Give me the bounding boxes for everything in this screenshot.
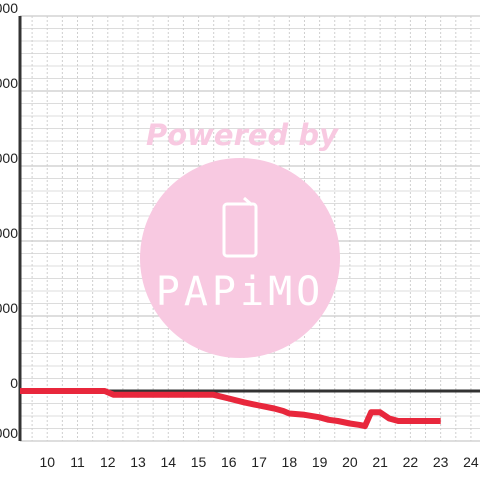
- phone-icon: [222, 196, 258, 258]
- tick-labels: -20,000 0 30,000 60,000 90,000 120,000 150,000…: [0, 0, 479, 470]
- x-tick-label: 18: [282, 454, 298, 470]
- y-tick-label: -20,000: [0, 425, 18, 441]
- x-tick-label: 15: [191, 454, 207, 470]
- y-tick-label: 150,000: [0, 0, 18, 16]
- x-tick-label: 17: [251, 454, 267, 470]
- series: [20, 388, 441, 429]
- x-tick-label: 11: [70, 454, 85, 470]
- x-tick-label: 12: [100, 454, 116, 470]
- x-tick-label: 21: [372, 454, 388, 470]
- x-tick-label: 16: [221, 454, 237, 470]
- x-tick-label: 10: [39, 454, 55, 470]
- powered-by-watermark: Powered by PAPiMO: [140, 118, 340, 358]
- series-line: [20, 388, 441, 429]
- y-tick-label: 60,000: [0, 225, 18, 241]
- y-tick-label: 30,000: [0, 300, 18, 316]
- x-tick-label: 23: [433, 454, 449, 470]
- x-tick-label: 19: [312, 454, 328, 470]
- y-tick-label: 0: [10, 375, 18, 391]
- y-tick-label: 120,000: [0, 75, 18, 91]
- watermark-brand: PAPiMO: [156, 269, 325, 315]
- x-tick-label: 20: [342, 454, 358, 470]
- x-tick-label: 14: [161, 454, 177, 470]
- x-tick-label: 13: [130, 454, 146, 470]
- y-tick-label: 90,000: [0, 150, 18, 166]
- x-tick-label: 24: [463, 454, 479, 470]
- watermark-circle: [140, 158, 340, 358]
- x-tick-label: 22: [403, 454, 419, 470]
- watermark-text: Powered by: [146, 118, 339, 152]
